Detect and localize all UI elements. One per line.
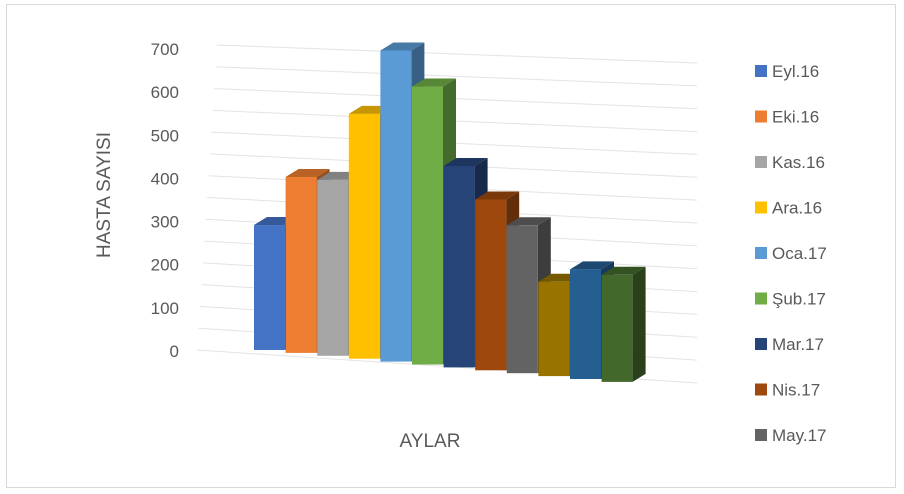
- chart-frame: 0 100 200 300 400 500 600 700 HASTA SAYISI AYLA…: [6, 4, 896, 488]
- legend-item: Ara.16: [755, 199, 822, 218]
- legend-item: Nis.17: [755, 381, 820, 400]
- legend-label: Kas.16: [772, 153, 825, 172]
- legend-item: Eki.16: [755, 108, 819, 127]
- bar-top-face: [285, 168, 330, 177]
- legend-item: Eyl.16: [755, 62, 819, 81]
- bar-Ağu.17: [601, 266, 646, 382]
- gridline: [215, 66, 698, 87]
- legend-item: Şub.17: [755, 290, 826, 309]
- gridline: [216, 44, 698, 64]
- bar-top-face: [443, 157, 488, 166]
- legend-label: Mar.17: [772, 335, 824, 354]
- bar-front-face: [570, 269, 601, 379]
- bar-front-face: [348, 113, 380, 359]
- y-axis-title: HASTA SAYISI: [94, 132, 115, 258]
- bar-front-face: [380, 50, 412, 362]
- x-axis-title: AYLAR: [400, 431, 461, 452]
- bar-top-face: [570, 261, 614, 270]
- bar-front-face: [443, 165, 475, 368]
- bar-top-face: [601, 266, 646, 275]
- bar-side-face: [632, 266, 646, 382]
- bar-front-face: [538, 281, 570, 377]
- legend-swatch: [755, 338, 767, 350]
- legend-label: Şub.17: [772, 290, 826, 309]
- legend-swatch: [755, 383, 767, 396]
- legend-swatch: [755, 429, 767, 441]
- legend-label: Eki.16: [772, 108, 819, 127]
- legend: Eyl.16 Eki.16 Kas.16 Ara.16 Oca.17 Şub.17 Mar.…: [755, 62, 827, 445]
- bar-top-face: [475, 191, 520, 200]
- legend-swatch: [755, 292, 767, 305]
- legend-label: Nis.17: [772, 381, 820, 400]
- y-tick-label: 700: [151, 40, 179, 59]
- legend-swatch: [755, 201, 767, 214]
- y-tick-label: 500: [151, 126, 179, 145]
- bar-top-face: [412, 78, 456, 87]
- bar-front-face: [506, 225, 538, 374]
- legend-item: May.17: [755, 426, 827, 445]
- bar-top-face: [380, 42, 425, 51]
- y-tick-label: 200: [151, 256, 179, 275]
- legend-label: Oca.17: [772, 244, 827, 263]
- legend-swatch: [755, 156, 767, 168]
- legend-label: Eyl.16: [772, 62, 819, 81]
- bar-chart-3d: 0 100 200 300 400 500 600 700 HASTA SAYISI AYLA…: [94, 40, 827, 452]
- y-tick-label: 300: [151, 213, 179, 232]
- legend-swatch: [755, 247, 767, 259]
- y-tick-label: 100: [151, 299, 179, 318]
- bar-front-face: [475, 199, 507, 371]
- legend-swatch: [755, 110, 767, 123]
- bar-front-face: [601, 274, 633, 382]
- y-tick-label: 0: [170, 342, 179, 361]
- y-tick-label: 600: [151, 83, 179, 102]
- bar-top-face: [506, 217, 551, 226]
- bars: [254, 42, 646, 382]
- legend-label: Ara.16: [772, 199, 822, 218]
- bar-front-face: [285, 176, 317, 353]
- legend-label: May.17: [772, 426, 827, 445]
- legend-item: Mar.17: [755, 335, 824, 354]
- y-tick-label: 400: [151, 169, 179, 188]
- bar-front-face: [317, 179, 349, 356]
- legend-item: Kas.16: [755, 153, 825, 172]
- bar-front-face: [254, 225, 285, 350]
- legend-item: Oca.17: [755, 244, 827, 263]
- bar-front-face: [412, 86, 443, 365]
- y-axis-ticks: 0 100 200 300 400 500 600 700: [151, 40, 179, 361]
- legend-swatch: [755, 65, 767, 77]
